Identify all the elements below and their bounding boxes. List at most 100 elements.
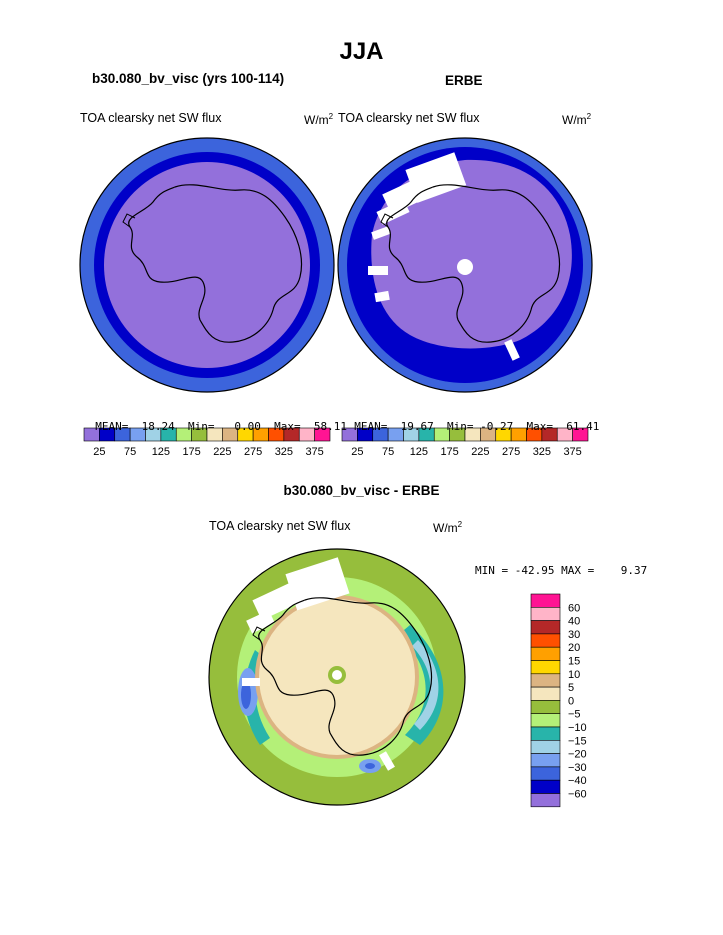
diff-colorbar-swatch-2 <box>530 620 561 635</box>
panel2-units-sup: 2 <box>586 112 592 121</box>
panel1-min-label: Min= <box>188 420 215 433</box>
diff-colorbar-label: 40 <box>568 616 580 628</box>
diff-colorbar-label: −60 <box>568 789 587 801</box>
panel2-inner-region <box>371 159 572 349</box>
cbar2-tick-label: 275 <box>502 446 520 458</box>
diff-band-lightblue-right <box>412 640 439 730</box>
cbar1-tick-label: 25 <box>93 446 105 458</box>
diff-colorbar-label: 15 <box>568 656 580 668</box>
diff-map-border <box>208 548 466 806</box>
panel1-map <box>79 137 335 393</box>
panel2-map-border <box>337 137 593 393</box>
diff-colorbar-label: −30 <box>568 762 587 774</box>
panel2-stats: MEAN= 19.67 Min= -0.27 Max= 61.41 <box>341 407 599 433</box>
diff-band-teal-right <box>398 625 444 745</box>
cbar2-tick-label: 175 <box>440 446 458 458</box>
diff-colorbar-label: 5 <box>568 682 574 694</box>
diff-colorbar-swatch-15 <box>530 793 561 808</box>
panel1-map-border <box>79 137 335 393</box>
panel2-missing-7 <box>504 339 520 361</box>
diff-colorbar-label: 60 <box>568 602 580 614</box>
diff-colorbar-swatch-5 <box>530 660 561 675</box>
diff-units-text: W/m <box>433 521 458 535</box>
panel2-max-value: 61.41 <box>566 420 600 433</box>
panel1-colorbar: 25 75 125 175 225 275 325 375 <box>83 427 331 458</box>
panel2-units-text: W/m <box>562 113 587 127</box>
cbar1-tick-label: 225 <box>213 446 231 458</box>
cbar1-tick-label: 75 <box>124 446 136 458</box>
panel2-missing-3 <box>376 199 410 225</box>
diff-coastline <box>252 597 433 756</box>
diff-colorbar-swatch-3 <box>530 633 561 648</box>
diff-blob-left-inner <box>241 681 251 709</box>
diff-blob-bottom-inner <box>365 763 375 769</box>
diff-colorbar-swatch-9 <box>530 713 561 728</box>
cbar1-tick-label: 175 <box>182 446 200 458</box>
diff-colorbar-swatch-1 <box>530 607 561 621</box>
diff-colorbar-swatch-14 <box>530 779 561 794</box>
diff-units-sup: 2 <box>457 520 463 529</box>
diff-colorbar-label: −5 <box>568 709 581 721</box>
diff-colorbar-swatch-4 <box>530 646 561 661</box>
diff-colorbar-label: 20 <box>568 642 580 654</box>
panel2-missing-6 <box>374 290 390 303</box>
cbar1-swatch-15 <box>314 427 331 442</box>
diff-missing-1 <box>285 557 350 611</box>
cbar2-tick-label: 125 <box>410 446 428 458</box>
panel2-min-value: -0.27 <box>480 420 514 433</box>
panel2-coastline <box>380 184 561 343</box>
cbar1-tick-label: 125 <box>152 446 170 458</box>
panel1-min-value: 0.00 <box>234 420 261 433</box>
panel2-mean-label: MEAN= <box>354 420 388 433</box>
panel1-ring-inner <box>104 162 310 368</box>
diff-colorbar-swatch-7 <box>530 686 561 701</box>
main-title: JJA <box>339 38 384 65</box>
diff-missing-3 <box>246 610 275 634</box>
panel2-min-label: Min= <box>447 420 474 433</box>
cbar2-tick-label: 25 <box>351 446 363 458</box>
diff-title: b30.080_bv_visc - ERBE <box>283 483 440 498</box>
panel1-max-label: Max= <box>274 420 301 433</box>
cbar2-tick-label: 225 <box>471 446 489 458</box>
cbar2-tick-label: 375 <box>563 446 581 458</box>
cbar1-tick-label: 325 <box>275 446 293 458</box>
panel2-map <box>338 138 592 392</box>
panel1-max-value: 58.11 <box>313 420 347 433</box>
panel1-units: W/m2 <box>304 112 333 127</box>
diff-field-label: TOA clearsky net SW flux <box>209 519 351 533</box>
cbar1-tick-label: 375 <box>305 446 323 458</box>
panel2-max-label: Max= <box>526 420 554 433</box>
diff-colorbar-swatch-0 <box>530 593 561 608</box>
panel1-stats: MEAN= 18.24 Min= 0.00 Max= 58.11 <box>82 407 347 433</box>
panel1-field-label: TOA clearsky net SW flux <box>80 111 222 125</box>
diff-colorbar-swatch-6 <box>530 673 561 688</box>
diff-colorbar-label: −40 <box>568 775 587 787</box>
panel2-field-label: TOA clearsky net SW flux <box>338 111 480 125</box>
diff-missing-4 <box>242 678 260 686</box>
panel1-title: b30.080_bv_visc (yrs 100-114) <box>92 71 285 86</box>
panel1-units-sup: 2 <box>328 112 334 121</box>
cbar2-tick-label: 75 <box>382 446 394 458</box>
diff-colorbar-swatch-12 <box>530 753 561 768</box>
panel1-mean-label: MEAN= <box>95 420 129 433</box>
panel1-coastline <box>122 184 303 343</box>
diff-colorbar-label: −15 <box>568 735 587 747</box>
diff-colorbar-swatch-11 <box>530 740 561 754</box>
diff-missing-5 <box>379 751 395 771</box>
diff-units: W/m2 <box>433 520 462 535</box>
diff-map <box>209 549 465 805</box>
diff-missing-2 <box>252 581 303 621</box>
panel2-missing-5 <box>368 266 388 275</box>
panel2-title: ERBE <box>445 73 483 88</box>
panel1-mean-value: 18.24 <box>141 420 175 433</box>
cbar2-swatch-15 <box>572 427 589 442</box>
panel2-mean-value: 19.67 <box>400 420 434 433</box>
diff-colorbar-swatch-8 <box>530 700 561 714</box>
diff-colorbar-swatch-13 <box>530 766 561 781</box>
cbar1-tick-label: 275 <box>244 446 262 458</box>
diff-colorbar-label: 10 <box>568 669 580 681</box>
diff-colorbar-label: 0 <box>568 695 574 707</box>
panel2-missing-4 <box>371 226 391 240</box>
